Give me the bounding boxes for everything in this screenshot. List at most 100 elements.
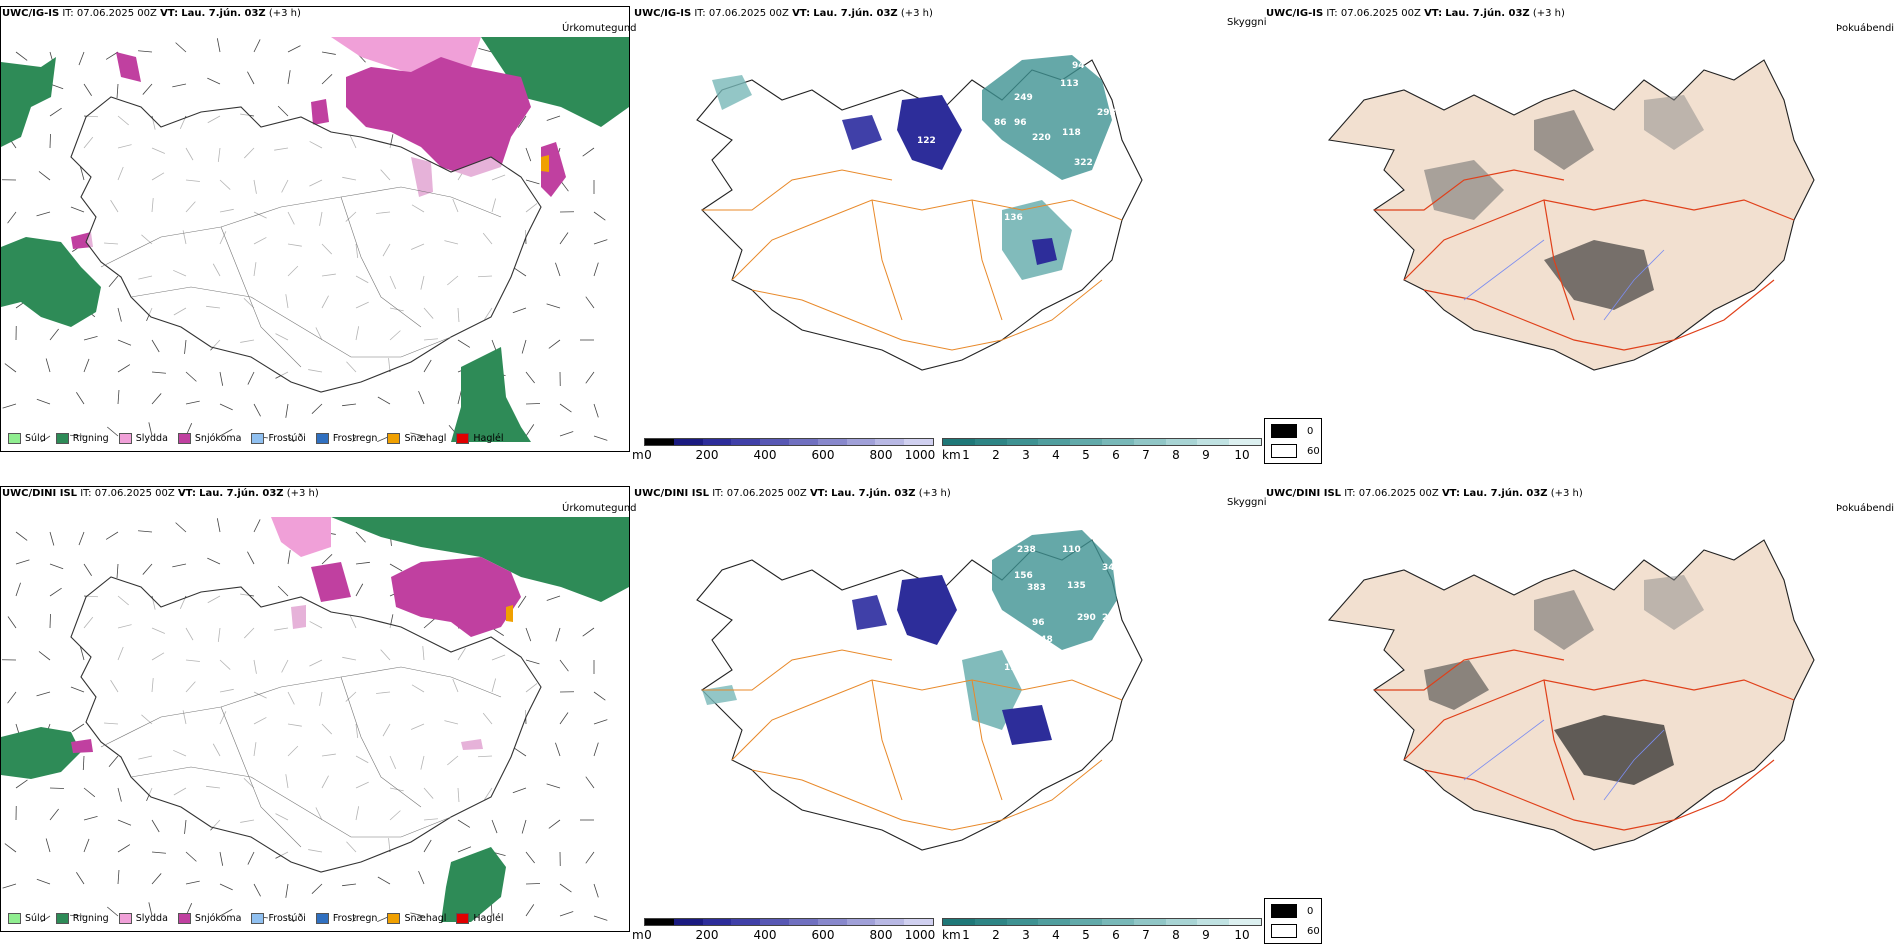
wind-barb xyxy=(525,179,540,185)
wind-barb xyxy=(40,435,51,442)
wind-barb xyxy=(287,550,291,565)
colorbar-bar xyxy=(942,438,1262,446)
wind-barb xyxy=(287,915,295,922)
vis-labels: 94 113 249 96 118 293 86 220 34 122 322 … xyxy=(917,61,1140,223)
wind-barb xyxy=(311,403,323,415)
snow-pellet-area xyxy=(541,155,549,172)
wind-barb xyxy=(559,232,569,245)
wind-barb xyxy=(525,851,535,864)
wind-barb xyxy=(69,434,85,437)
rain-area xyxy=(1,237,101,327)
fog-map xyxy=(1327,59,1815,371)
wind-barb xyxy=(377,396,391,405)
wind-barb xyxy=(138,50,153,53)
wind-barb xyxy=(423,618,435,629)
vis-label: 290 xyxy=(1077,613,1096,623)
wind-barb xyxy=(389,563,403,572)
legend-item: Frostúði xyxy=(251,913,306,924)
wind-barb xyxy=(418,390,425,405)
wind-barb xyxy=(517,595,527,608)
wind-barb xyxy=(40,915,51,922)
wind-barb xyxy=(15,559,30,565)
forecast-row-2: UWC/DINI ISL IT: 07.06.2025 00Z VT: Lau.… xyxy=(0,480,1900,950)
wind-barb xyxy=(38,651,51,661)
legend-swatch xyxy=(118,433,132,444)
colorbar-tick: 400 xyxy=(753,928,777,942)
wind-barb xyxy=(593,691,606,701)
vis-label: 103 xyxy=(1082,703,1101,713)
colorbar-unit: m xyxy=(632,928,644,942)
wind-barb xyxy=(342,403,357,407)
fog-legend: 0 60 xyxy=(1264,418,1322,464)
precip-type-panel: UWC/IG-IS IT: 07.06.2025 00Z VT: Lau. 7.… xyxy=(0,0,637,470)
legend-item: Slydda xyxy=(118,913,168,924)
wind-barb xyxy=(83,838,90,853)
colorbar-step xyxy=(1006,439,1039,445)
wind-barb xyxy=(49,531,55,546)
wind-barb xyxy=(247,851,255,865)
wind-barb xyxy=(79,166,85,181)
wind-barb xyxy=(148,422,153,437)
vis-label: 122 xyxy=(917,136,936,146)
wind-barb xyxy=(457,846,472,853)
wind-barb xyxy=(138,530,153,533)
wind-barb xyxy=(546,115,561,121)
wind-barb xyxy=(525,659,540,665)
panel-title: Skyggni xyxy=(1227,17,1267,28)
precip-type-panel: UWC/DINI ISL IT: 07.06.2025 00Z VT: Lau.… xyxy=(0,480,637,950)
rivers xyxy=(1463,239,1665,321)
colorbar-unit: km xyxy=(942,448,961,462)
wind-barb xyxy=(593,915,608,921)
colorbar-tick: 8 xyxy=(1172,448,1180,462)
legend-item: Frostúði xyxy=(251,433,306,444)
wind-barb xyxy=(142,83,153,95)
wind-barb xyxy=(15,582,21,597)
wind-barb xyxy=(219,908,233,917)
wind-barb xyxy=(457,339,471,348)
visibility-panel: UWC/DINI ISL IT: 07.06.2025 00Z VT: Lau.… xyxy=(632,480,1267,950)
wind-barb xyxy=(525,147,532,162)
panel-title: Úrkomutegund xyxy=(562,503,637,514)
wind-barb xyxy=(83,563,92,576)
wind-barb xyxy=(105,531,119,540)
wind-barb xyxy=(247,551,255,565)
wind-barb xyxy=(457,819,471,828)
colorbar-tick: 3 xyxy=(1022,928,1030,942)
iceland-outline xyxy=(70,576,542,873)
height-area xyxy=(897,95,962,170)
road-network xyxy=(702,169,1123,351)
legend-item: Frostregn xyxy=(315,913,377,924)
colorbar-tick: 4 xyxy=(1052,448,1060,462)
wind-barb xyxy=(116,83,119,98)
wind-barb xyxy=(559,911,574,917)
wind-barb xyxy=(352,435,357,442)
colorbar-step xyxy=(673,439,703,445)
wind-barb xyxy=(585,776,595,789)
wind-barb xyxy=(107,906,119,917)
wind-barb xyxy=(70,686,85,693)
vis-label: 96 xyxy=(1014,118,1027,128)
model-name: UWC/IG-IS xyxy=(2,8,60,19)
legend-swatch xyxy=(315,913,329,924)
wind-barb xyxy=(219,428,233,437)
snow-area xyxy=(391,557,521,637)
fog-legend-item: 60 xyxy=(1271,924,1320,938)
vis-label: 233 xyxy=(1102,163,1121,173)
panel-title: Skyggni xyxy=(1227,497,1267,508)
wind-barb xyxy=(36,878,51,885)
legend-swatch xyxy=(55,913,69,924)
vis-label: 118 xyxy=(1062,128,1081,138)
wind-barb xyxy=(321,553,333,565)
panel-header: UWC/DINI ISL IT: 07.06.2025 00Z VT: Lau.… xyxy=(2,488,319,499)
wind-barb xyxy=(76,872,85,885)
legend-swatch xyxy=(177,433,191,444)
wind-barb xyxy=(423,839,432,853)
legend-swatch xyxy=(456,433,470,444)
wind-barb xyxy=(49,808,59,821)
wind-barb xyxy=(151,371,166,374)
wind-barb xyxy=(7,211,17,224)
colorbar-step xyxy=(875,439,905,445)
snow-area xyxy=(71,739,93,753)
wind-barb xyxy=(585,296,595,309)
colorbar-step xyxy=(846,439,876,445)
